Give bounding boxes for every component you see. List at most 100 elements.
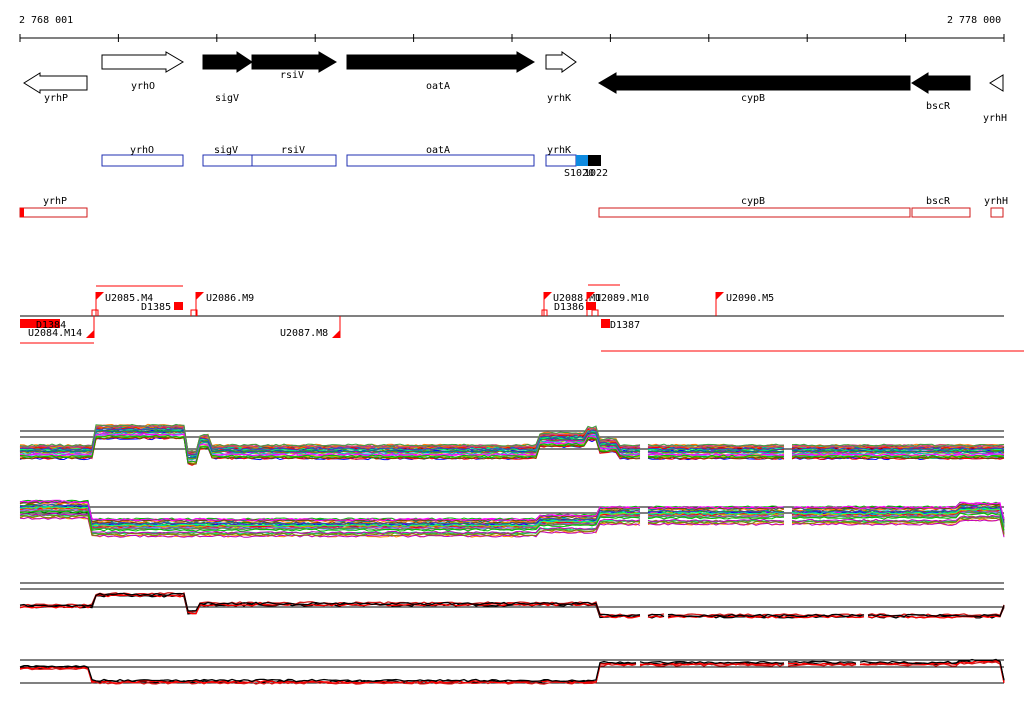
expression-line [19, 500, 641, 523]
gene-label-bscR: bscR [926, 101, 951, 112]
expression-line [647, 519, 785, 524]
plus-small-label-2: 1022 [584, 168, 608, 179]
expression-line [867, 605, 1005, 618]
hinge-mark [91, 309, 99, 316]
upshift-marker-minus[interactable]: U2084.M14 [28, 316, 95, 339]
plus-transcript-label-yrhO: yrhO [130, 145, 154, 156]
plus-transcript-rsiV[interactable] [251, 154, 337, 167]
upshift-marker-minus[interactable]: U2087.M8 [280, 316, 341, 339]
expression-panel-minus-summary [19, 658, 1005, 685]
minus-transcript-label-yrhP: yrhP [43, 196, 67, 207]
plus-segment-dark[interactable] [588, 155, 601, 166]
expression-panel-minus-multi [19, 499, 1005, 538]
gene-arrow-oatA[interactable] [346, 51, 535, 73]
hinge-mark [591, 309, 599, 316]
minus-transcript-yrhP[interactable] [19, 207, 88, 218]
expression-line [667, 613, 865, 618]
expression-line [791, 503, 1005, 521]
plus-transcript-yrhK[interactable] [545, 154, 577, 167]
axis-ticks [19, 34, 1005, 42]
upshift-marker[interactable]: U2085.M4 [95, 292, 153, 316]
gene-arrow-yrhH[interactable] [989, 74, 1004, 92]
expression-line [647, 443, 784, 447]
downshift-marker[interactable]: D1385 [141, 302, 183, 313]
downshift-marker[interactable]: D1384 [20, 319, 66, 331]
expression-line [647, 447, 785, 451]
expression-line [19, 499, 641, 522]
upshift-label: U2089.M10 [595, 293, 649, 304]
gene-arrow-yrhO[interactable] [101, 51, 184, 73]
plus-transcript-oatA[interactable] [346, 154, 535, 167]
upshift-marker[interactable]: U2090.M5 [715, 292, 774, 316]
expression-line [19, 427, 641, 457]
expression-line [787, 662, 857, 666]
plus-segment-highlight[interactable] [576, 155, 588, 166]
gene-label-oatA: oatA [426, 81, 450, 92]
upshift-label: U2090.M5 [726, 293, 774, 304]
plus-transcript-yrhO[interactable] [101, 154, 184, 167]
plus-transcript-label-yrhK: yrhK [547, 145, 571, 156]
expression-line [791, 447, 1005, 451]
gene-arrow-sigV[interactable] [202, 51, 253, 73]
upshift-marker[interactable]: U2088.M1 [543, 292, 601, 316]
expression-line [791, 449, 1005, 453]
expression-line [19, 594, 641, 619]
expression-line [19, 423, 641, 453]
minus-transcript-cypB[interactable] [598, 207, 911, 218]
hinge-mark [541, 309, 548, 316]
downshift-marker[interactable]: D1387 [601, 319, 640, 331]
upshift-marker[interactable]: U2086.M9 [195, 292, 254, 316]
upshift-label: U2084.M14 [28, 328, 82, 339]
shift-marker-track: U2085.M4 U2086.M9 U2088.M1 U2089.M10 U20… [20, 284, 1024, 352]
expression-line [647, 522, 785, 526]
expression-line [19, 503, 641, 526]
gene-label-rsiV: rsiV [280, 70, 304, 81]
coordinate-axis: 2 768 001 2 778 000 [19, 15, 1005, 42]
expression-line [791, 443, 1005, 447]
expression-line [647, 518, 785, 523]
expression-line [19, 510, 641, 532]
expression-line [19, 512, 641, 535]
downshift-marker[interactable]: D1386 [554, 302, 596, 313]
expression-line [791, 453, 1005, 457]
expression-line [647, 507, 785, 512]
gene-label-cypB: cypB [741, 93, 765, 104]
expression-line [791, 454, 1005, 458]
minus-transcript-track: yrhP cypB bscR yrhH [19, 196, 1008, 218]
expression-line [647, 520, 785, 525]
expression-line [19, 594, 641, 619]
minus-transcript-bscR[interactable] [911, 207, 971, 218]
downshift-label: D1387 [610, 320, 640, 331]
expression-line [19, 509, 641, 531]
expression-line [647, 453, 784, 457]
expression-line [791, 517, 1005, 535]
expression-line [787, 660, 857, 665]
expression-line [791, 445, 1005, 449]
expression-line [19, 434, 641, 463]
plus-transcript-track: yrhO sigV rsiV oatA yrhK S1020 1022 [101, 145, 608, 179]
expression-line [791, 505, 1005, 523]
downshift-label: D1385 [141, 302, 171, 313]
gene-arrow-bscR[interactable] [911, 72, 971, 94]
gene-arrow-cypB[interactable] [598, 72, 911, 94]
plus-transcript-sigV[interactable] [202, 154, 253, 167]
upshift-marker[interactable]: U2089.M10 [586, 292, 649, 316]
expression-line [859, 658, 1005, 681]
gene-arrow-rsiV[interactable] [251, 51, 337, 73]
expression-line [19, 516, 641, 538]
expression-line [791, 512, 1005, 531]
upshift-label: U2088.M1 [553, 293, 601, 304]
expression-line [791, 515, 1005, 534]
gene-arrow-yrhK[interactable] [545, 51, 577, 73]
plus-small-label: S1020 [564, 168, 594, 179]
hinge-mark [190, 309, 198, 316]
plus-transcript-label-oatA: oatA [426, 145, 450, 156]
expression-line [647, 613, 665, 618]
expression-line [647, 516, 785, 520]
minus-transcript-yrhH[interactable] [990, 207, 1004, 218]
gene-track: yrhP yrhO sigV rsiV oatA yrhK cypB bscR … [23, 51, 1007, 124]
expression-panel-plus-summary [19, 582, 1005, 619]
gene-arrow-yrhP[interactable] [23, 72, 88, 94]
downshift-label: D1386 [554, 302, 584, 313]
expression-line [19, 592, 641, 617]
